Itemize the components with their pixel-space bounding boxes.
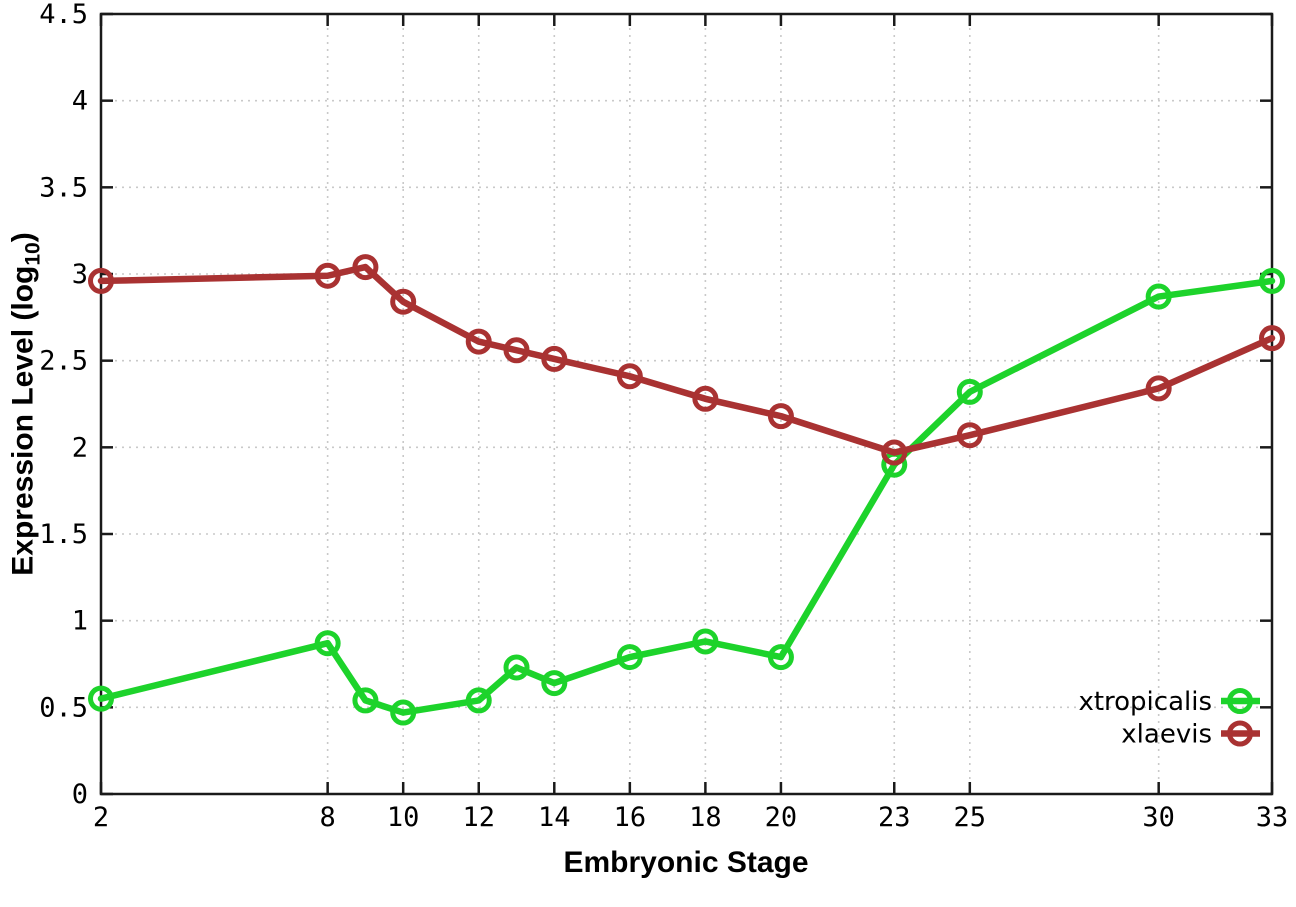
x-tick-label-18: 18 [689,802,722,833]
data-point-xtropicalis-12 [465,687,492,714]
x-tick-label-33: 33 [1256,802,1289,833]
y-tick-label-4: 4 [72,86,88,117]
y-tick-label-3: 3 [72,259,88,290]
legend-label-xlaevis: xlaevis [1121,720,1212,750]
y-axis-title-text: Expression Level (log [6,265,40,576]
data-point-xtropicalis-14 [541,670,568,697]
series-line-xlaevis [97,263,1276,456]
y-tick-label-1.5: 1.5 [39,519,88,550]
data-point-xtropicalis-20 [767,644,794,671]
data-point-xtropicalis-33 [1259,267,1285,294]
data-point-xtropicalis-25 [956,378,983,405]
x-axis-title: Embryonic Stage [563,846,809,879]
y-axis-title-subscript: 10 [21,242,45,266]
series-line-xtropicalis [97,277,1276,716]
legend-marker-xtropicalis [1227,688,1253,714]
data-point-xlaevis-13 [503,337,530,364]
data-point-xlaevis-23 [881,439,908,466]
data-point-xlaevis-14 [541,345,568,372]
data-point-xlaevis-18 [692,385,719,412]
data-point-xlaevis-9 [352,254,379,281]
x-tick-label-12: 12 [462,802,495,833]
data-point-xtropicalis-16 [616,644,643,671]
data-point-xlaevis-10 [390,288,417,315]
data-point-xtropicalis-13 [503,654,530,681]
x-tick-label-16: 16 [614,802,647,833]
y-tick-label-2: 2 [72,432,88,463]
y-tick-label-3.5: 3.5 [39,172,88,203]
x-tick-label-2: 2 [93,802,109,833]
data-point-xlaevis-2 [88,267,114,294]
y-axis-title-suffix: ) [6,232,40,243]
y-tick-label-1: 1 [72,606,88,637]
y-tick-label-0.5: 0.5 [39,692,88,723]
data-point-xlaevis-16 [616,363,643,390]
y-axis-title: Expression Level (log10) [7,232,46,575]
x-tick-label-10: 10 [387,802,420,833]
x-tick-label-14: 14 [538,802,571,833]
data-point-xtropicalis-8 [314,630,341,657]
data-point-xtropicalis-10 [390,699,417,726]
x-tick-label-23: 23 [878,802,911,833]
y-tick-label-0: 0 [72,779,88,810]
data-point-xtropicalis-2 [88,685,114,712]
y-tick-label-2.5: 2.5 [39,346,88,377]
data-point-xlaevis-12 [465,328,492,355]
y-tick-label-4.5: 4.5 [39,0,88,30]
data-point-xlaevis-8 [314,262,341,289]
data-point-xtropicalis-18 [692,628,719,655]
data-point-xtropicalis-9 [352,687,379,714]
data-point-xtropicalis-30 [1145,283,1172,310]
legend-marker-xlaevis [1227,720,1253,747]
data-point-xlaevis-25 [956,422,983,449]
x-tick-label-8: 8 [320,802,336,833]
data-point-xlaevis-20 [767,403,794,430]
data-point-xlaevis-33 [1259,325,1285,352]
x-tick-label-20: 20 [765,802,798,833]
x-tick-label-25: 25 [954,802,987,833]
data-point-xlaevis-30 [1145,375,1172,402]
legend-label-xtropicalis: xtropicalis [1078,687,1212,717]
plot-border [99,12,1274,796]
x-tick-label-30: 30 [1142,802,1175,833]
